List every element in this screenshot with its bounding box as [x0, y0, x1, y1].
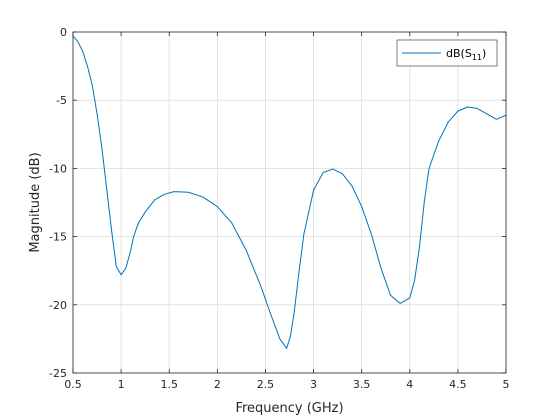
plot-area	[73, 32, 506, 373]
x-tick-label: 2.5	[257, 378, 275, 391]
y-tick-label: 0	[60, 26, 67, 39]
legend: dB(S11)	[396, 39, 498, 67]
legend-text-subscript: 11	[472, 53, 482, 62]
y-tick-label: -5	[56, 94, 67, 107]
y-axis-label: Magnitude (dB)	[28, 152, 43, 252]
y-tick-label: -25	[49, 367, 67, 380]
series-group	[72, 35, 507, 349]
x-tick-label: 0.5	[64, 378, 82, 391]
x-tick-label: 2	[214, 378, 221, 391]
plot-frame	[72, 31, 507, 374]
series-line-s11	[72, 35, 507, 349]
y-tick-label: -20	[49, 299, 67, 312]
x-tick-label: 4	[406, 378, 413, 391]
x-tick-label: 1	[118, 378, 125, 391]
legend-entry-s11: dB(S11)	[446, 47, 486, 62]
x-tick-label: 4.5	[449, 378, 467, 391]
y-tick-label: -15	[49, 231, 67, 244]
legend-text-base: dB(S	[446, 47, 472, 60]
x-tick-label: 5	[503, 378, 510, 391]
x-tick-label: 3	[310, 378, 317, 391]
ticks-group: 0.5 1 1.5 2 2.5 3 3.5 4 4.5 5 0 -5 -10 -15 -20 -25	[49, 26, 509, 391]
legend-text-close: )	[482, 47, 486, 60]
x-tick-label: 3.5	[353, 378, 371, 391]
x-axis-label: Frequency (GHz)	[235, 401, 343, 416]
x-tick-label: 1.5	[160, 378, 178, 391]
y-tick-label: -10	[49, 162, 67, 175]
